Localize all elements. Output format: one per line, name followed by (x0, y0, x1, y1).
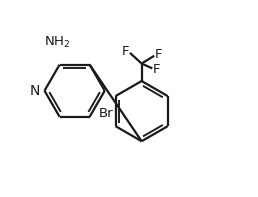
Text: F: F (153, 63, 160, 76)
Text: F: F (122, 45, 130, 58)
Text: Br: Br (98, 107, 113, 120)
Text: NH$_2$: NH$_2$ (44, 35, 71, 50)
Text: N: N (30, 84, 41, 98)
Text: F: F (155, 48, 162, 61)
